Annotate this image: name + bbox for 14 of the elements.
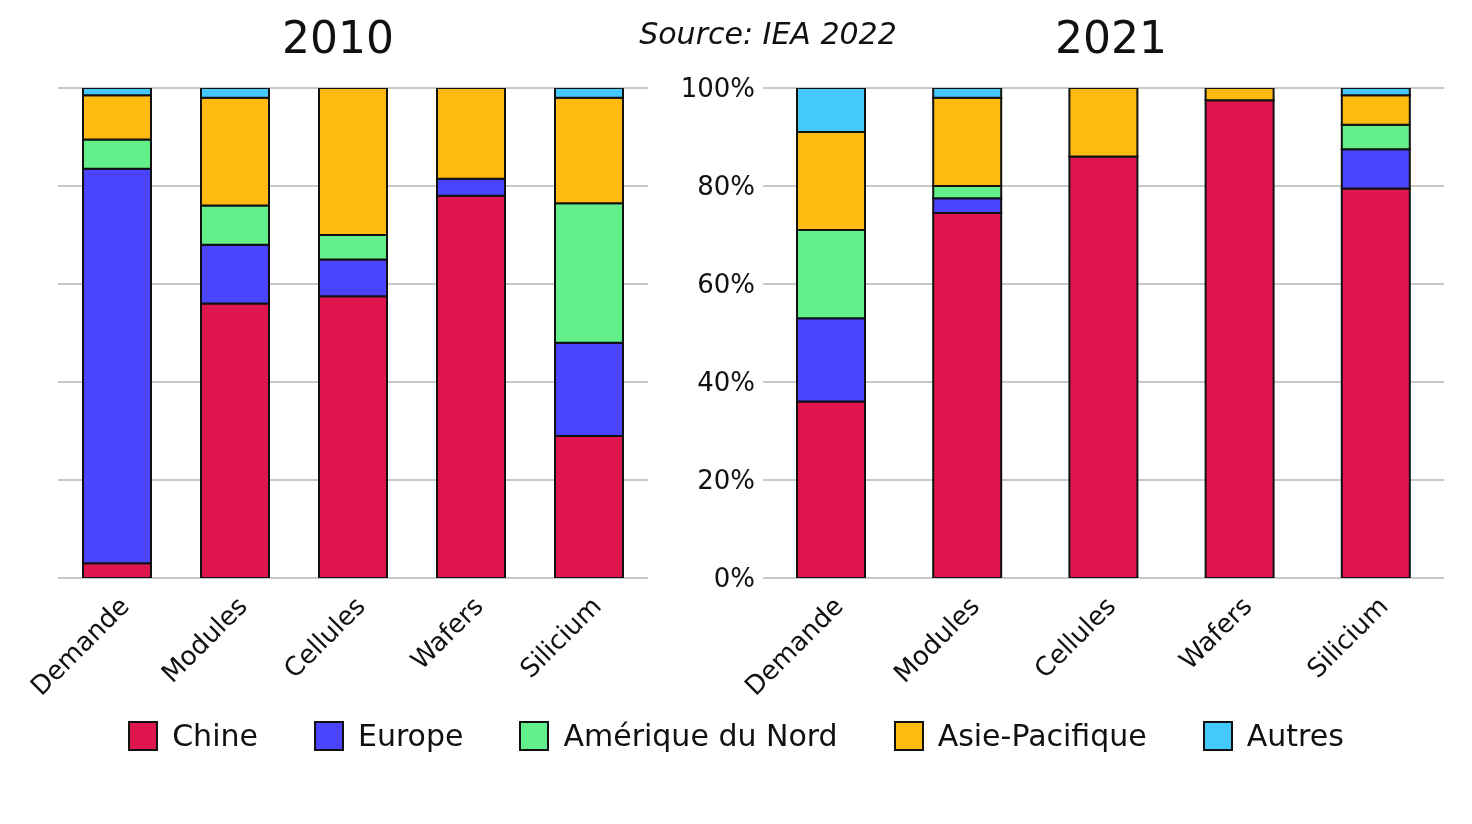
legend-label: Asie-Pacifique xyxy=(937,718,1147,753)
y-tick-label: 60% xyxy=(697,269,755,300)
y-tick-label: 40% xyxy=(697,367,755,398)
legend-label: Amérique du Nord xyxy=(563,718,838,753)
legend-label: Autres xyxy=(1246,718,1344,753)
y-tick-label: 0% xyxy=(713,563,755,594)
legend-label: Europe xyxy=(357,718,464,753)
chart-title: 2010 xyxy=(282,12,394,63)
y-tick-label: 20% xyxy=(697,465,755,496)
legend-label: Chine xyxy=(172,718,258,753)
chart-title: 2021 xyxy=(1055,12,1167,63)
y-tick-label: 100% xyxy=(680,73,755,104)
y-tick-label: 80% xyxy=(697,171,755,202)
source-note: Source: IEA 2022 xyxy=(638,16,898,51)
